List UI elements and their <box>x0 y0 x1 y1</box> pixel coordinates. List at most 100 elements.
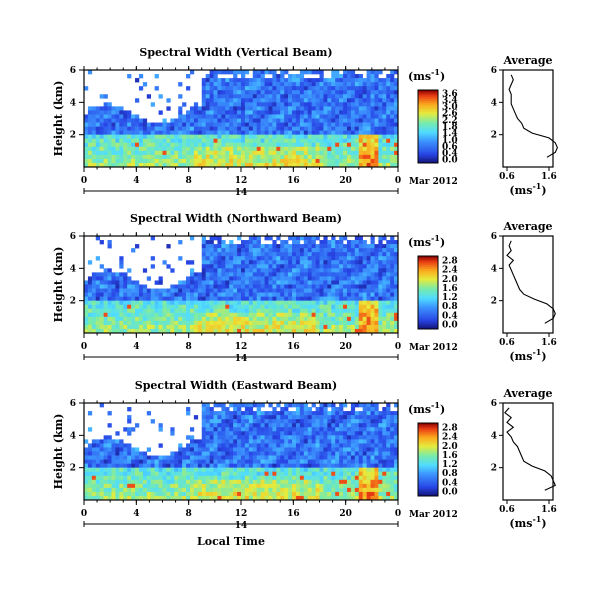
heatmap-cell <box>115 304 120 310</box>
heatmap-cell <box>201 304 206 310</box>
heatmap-cell <box>374 427 379 432</box>
heatmap-cell <box>319 146 324 152</box>
heatmap-cell <box>99 300 104 306</box>
heatmap-cell <box>272 320 277 326</box>
heatmap-cell <box>272 154 277 160</box>
heatmap-cell <box>339 78 344 83</box>
heatmap-cell <box>303 415 309 420</box>
heatmap-cell <box>174 471 179 477</box>
heatmap-cell <box>84 300 89 306</box>
heatmap-cell <box>189 435 195 440</box>
heatmap-cell <box>307 70 312 75</box>
heatmap-cell <box>205 435 210 440</box>
heatmap-cell <box>390 94 395 99</box>
heatmap-cell <box>358 467 363 473</box>
heatmap-cell <box>339 106 344 111</box>
heatmap-cell <box>205 320 210 326</box>
heatmap-cell <box>288 78 293 83</box>
heatmap-cell <box>264 138 269 144</box>
heatmap-cell <box>237 134 242 140</box>
heatmap-cell <box>244 304 250 310</box>
heatmap-cell <box>272 90 277 95</box>
heatmap-cell <box>382 252 387 257</box>
heatmap-cell <box>99 463 104 468</box>
heatmap-cell <box>315 447 320 452</box>
heatmap-cell <box>366 415 371 420</box>
heatmap-cell <box>103 150 108 156</box>
heatmap-cell <box>339 244 344 249</box>
heatmap-cell <box>115 130 120 135</box>
heatmap-cell <box>217 154 222 160</box>
heatmap-cell <box>303 90 309 95</box>
colorbar-segment <box>418 296 438 299</box>
heatmap-cell <box>366 431 371 436</box>
heatmap-cell <box>386 475 391 481</box>
heatmap-cell <box>244 455 250 460</box>
heatmap-cell <box>292 264 297 269</box>
heatmap-cell <box>335 447 340 452</box>
heatmap-cell <box>107 272 112 277</box>
heatmap-cell <box>221 419 226 424</box>
heatmap-cell <box>213 248 218 253</box>
heatmap-cell <box>166 106 171 111</box>
heatmap-cell <box>99 455 104 460</box>
heatmap-cell <box>390 304 395 310</box>
colorbar-segment <box>418 283 438 286</box>
heatmap-cell <box>378 439 383 444</box>
heatmap-cell <box>103 292 108 297</box>
heatmap-cell <box>292 106 297 111</box>
heatmap-cell <box>189 487 195 493</box>
colorbar-segment <box>418 133 438 137</box>
heatmap-cell <box>323 142 328 148</box>
heatmap-cell <box>362 106 367 111</box>
heatmap-cell <box>339 134 344 140</box>
heatmap-cell <box>358 443 363 448</box>
heatmap-cell <box>382 435 387 440</box>
heatmap-cell <box>260 134 265 140</box>
heatmap-cell <box>374 248 379 253</box>
heatmap-cell <box>91 439 97 444</box>
heatmap-cell <box>346 431 352 436</box>
heatmap-cell <box>335 110 340 115</box>
heatmap-cell <box>386 90 391 95</box>
heatmap-cell <box>366 320 371 326</box>
heatmap-cell <box>178 82 183 87</box>
heatmap-cell <box>327 280 332 285</box>
heatmap-cell <box>217 316 222 322</box>
heatmap-cell <box>252 74 257 79</box>
heatmap-cell <box>303 248 309 253</box>
colorbar-tick-label: 0.4 <box>442 149 458 159</box>
heatmap-cell <box>205 142 210 148</box>
heatmap-cell <box>311 316 316 322</box>
heatmap-cell <box>319 82 324 87</box>
heatmap-cell <box>233 491 238 497</box>
average-profile-line <box>508 74 559 158</box>
heatmap-cell <box>225 431 230 436</box>
heatmap-cell <box>95 451 100 456</box>
heatmap-cell <box>248 142 254 148</box>
heatmap-cell <box>284 284 289 289</box>
heatmap-cell <box>217 467 222 473</box>
heatmap-cell <box>268 268 273 273</box>
heatmap-cell <box>288 268 293 273</box>
heatmap-cell <box>272 328 277 334</box>
heatmap-cell <box>244 82 250 87</box>
heatmap-cell <box>252 320 257 326</box>
heatmap-cell <box>138 288 144 293</box>
heatmap-cell <box>276 134 281 140</box>
heatmap-cell <box>315 110 320 115</box>
heatmap-cell <box>292 102 297 107</box>
colorbar-unit: (ms-1) <box>408 233 445 249</box>
heatmap-cell <box>209 435 214 440</box>
heatmap-cell <box>107 138 112 144</box>
heatmap-cell <box>111 292 116 297</box>
heatmap-cell <box>354 98 360 103</box>
heatmap-cell <box>225 324 230 330</box>
heatmap-cell <box>205 483 210 489</box>
heatmap-cell <box>233 74 238 79</box>
heatmap-cell <box>154 300 159 306</box>
heatmap-cell <box>205 102 210 107</box>
heatmap-cell <box>193 316 199 322</box>
heatmap-cell <box>362 459 367 464</box>
heatmap-cell <box>350 154 356 160</box>
